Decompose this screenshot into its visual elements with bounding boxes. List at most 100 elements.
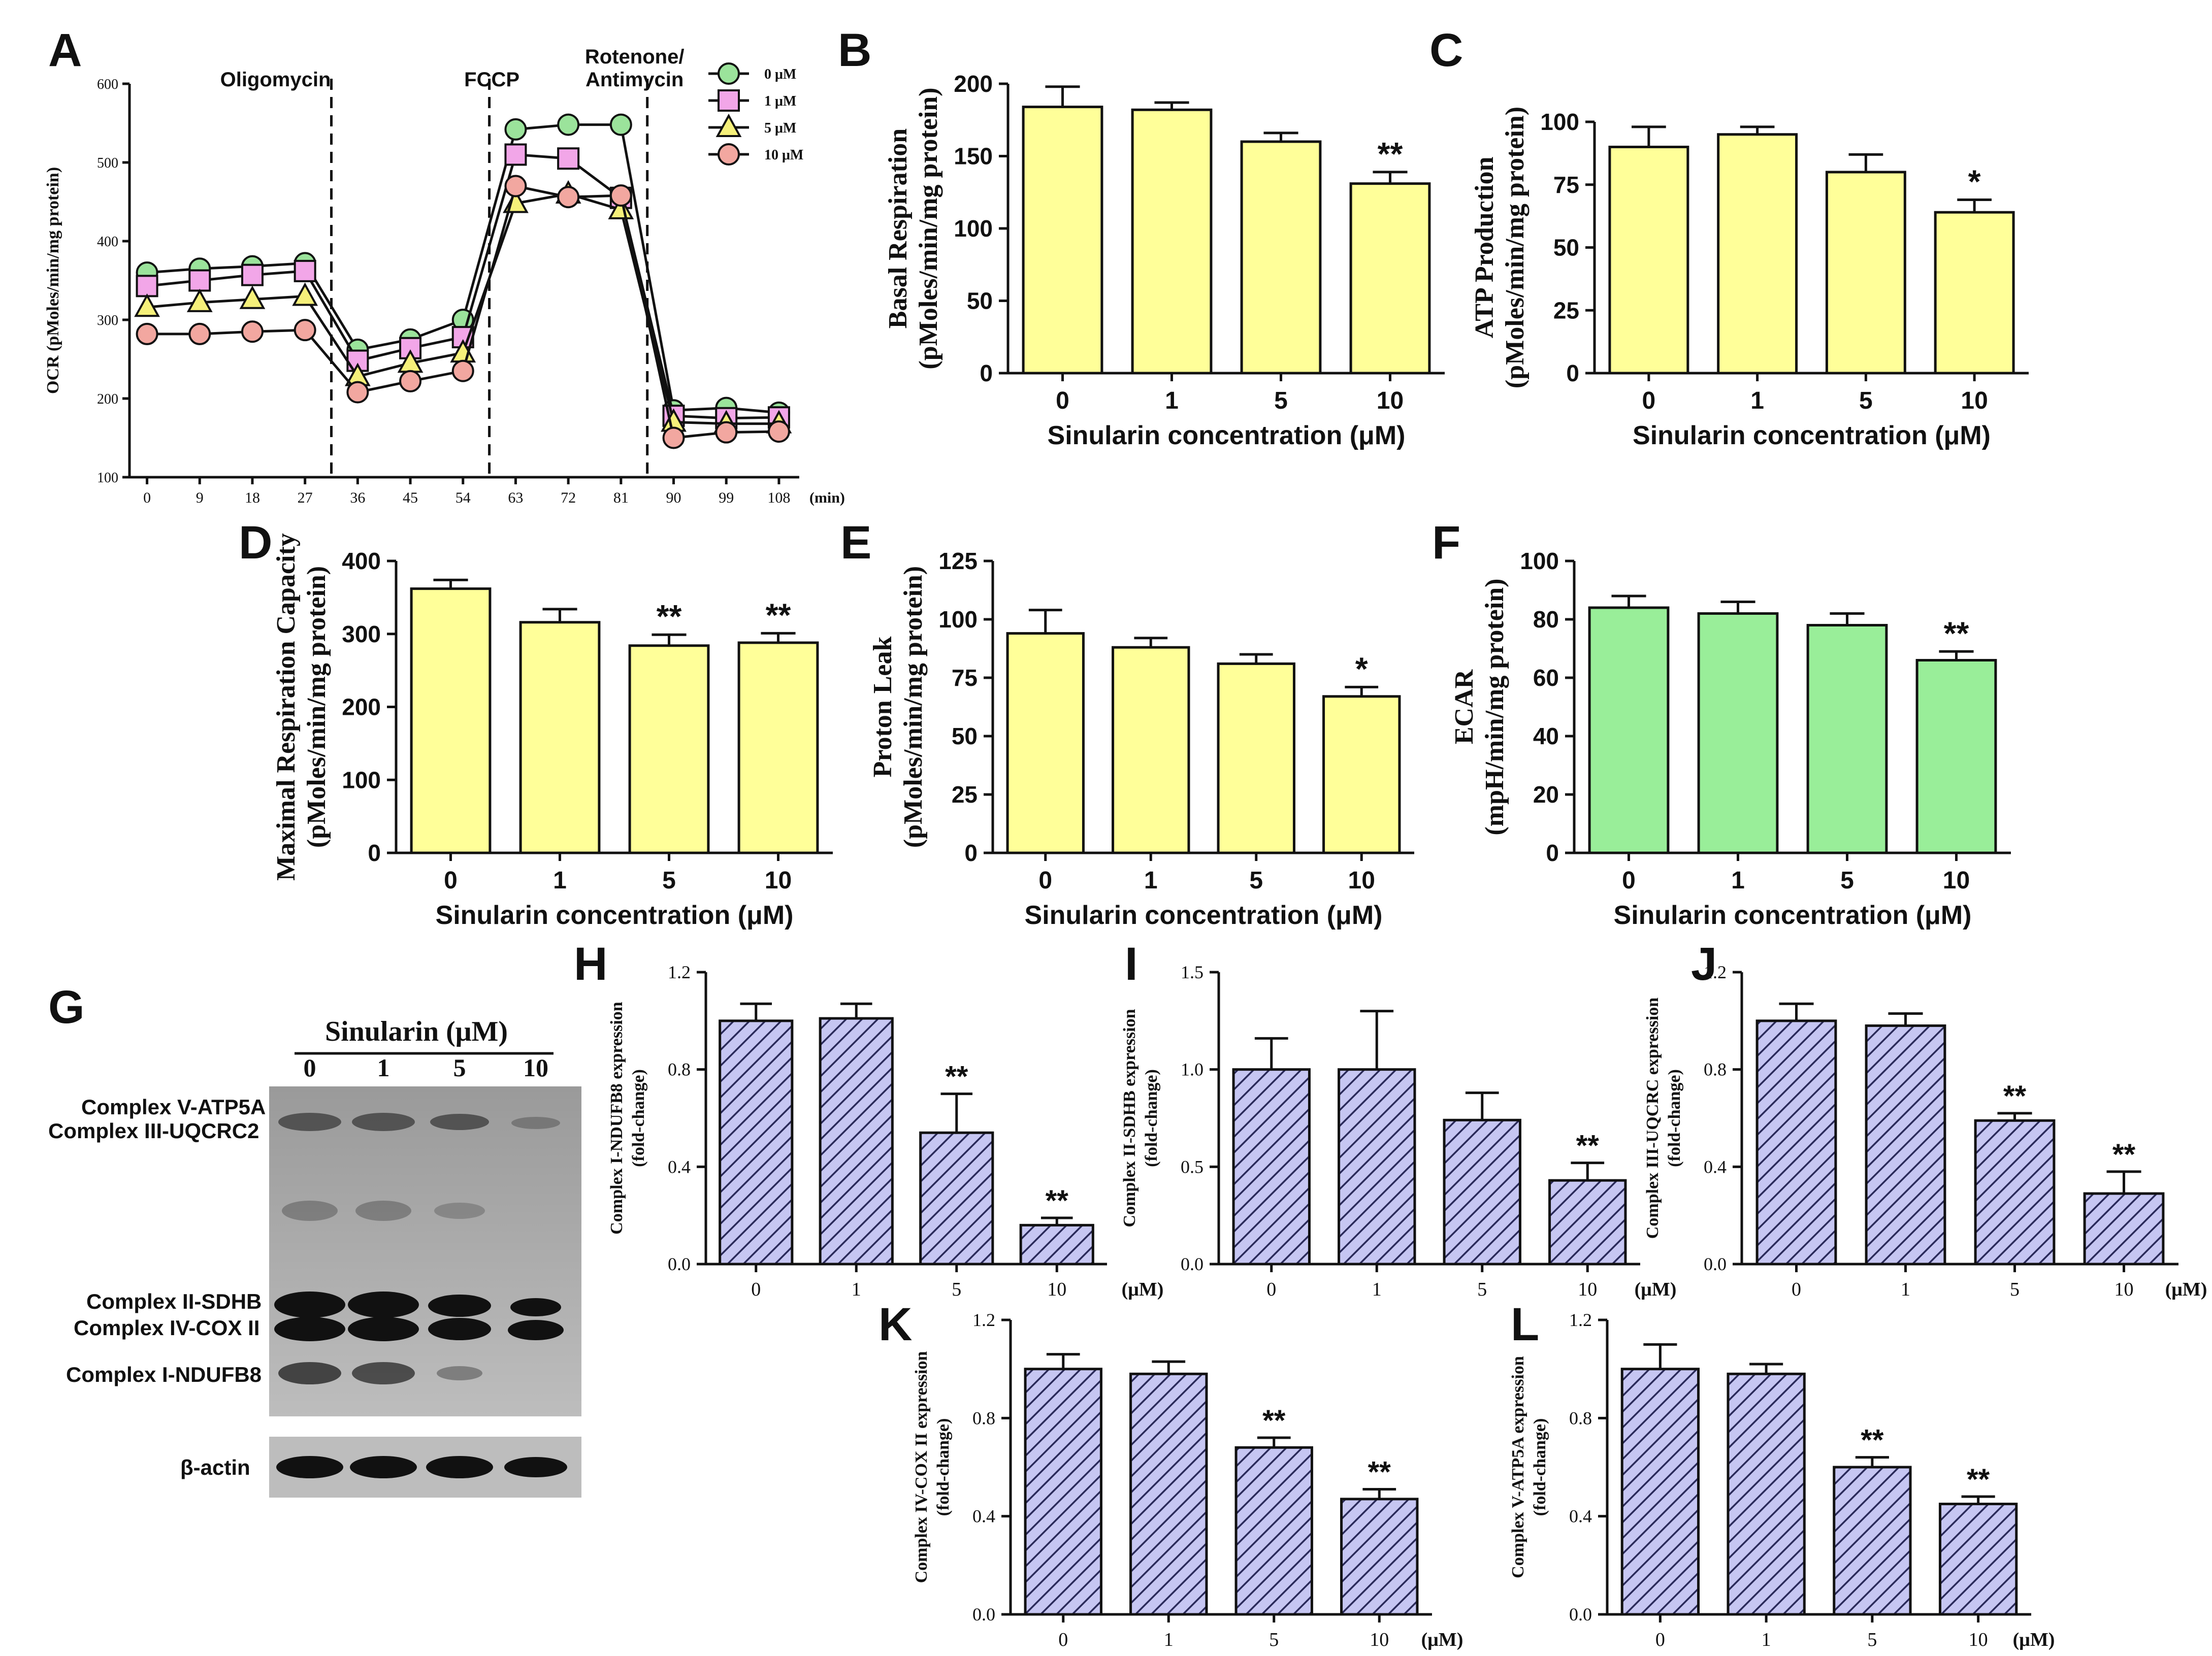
significance-marker: ** [1262,1404,1286,1437]
bar-5 [1974,1119,2056,1266]
bar-5 [1806,624,1888,854]
legend-label: 10 μM [764,147,803,163]
x-tick-label: 1 [1164,1629,1174,1650]
significance-marker: ** [1967,1463,1990,1496]
injection-label: Rotenone/ [585,46,685,68]
point-1-2 [241,263,264,286]
y-axis-label: Complex IV-COX II expression [912,1351,931,1583]
bar-1 [819,1017,894,1266]
chart-c: C 0 25 50 75 100 0 1 5 * 10 Sinularin concentration… [1429,24,2029,450]
y-tick-label: 0.8 [972,1408,995,1428]
panel-letter-i: I [1125,938,1138,990]
point-3-3 [294,319,316,342]
x-tick-label: 18 [245,489,260,506]
x-tick-label: 90 [666,489,681,506]
x-tick-label: 5 [1859,387,1873,414]
western-blot-panel: G Sinularin (μM) 0 1 5 10 Complex V-ATP5… [48,981,581,1498]
bar-1 [519,621,601,854]
blot-label-sdhb: Complex II-SDHB [86,1289,262,1313]
x-tick-label: 1 [1762,1629,1771,1650]
bar-1 [1129,1372,1208,1616]
bar-5 [1240,140,1322,375]
chart-i: I 0.0 0.5 1.0 1.5 0 1 5 ** 10 (μM) Complex II-SDHB … [1120,938,1676,1300]
y-tick-label: 400 [97,234,118,250]
y-axis-label: OCR (pMoles/min/mg protein) [44,167,62,394]
significance-marker: ** [2003,1080,2027,1113]
y-tick-label: 125 [938,548,978,574]
bar-10 [1548,1179,1627,1266]
y-tick-label: 0.4 [972,1506,995,1527]
y-tick-label: 500 [97,155,118,171]
x-tick-label: 108 [767,489,790,506]
y-tick-label: 0 [980,360,993,386]
panel-letter-d: D [239,517,272,569]
x-tick-label: 5 [1840,867,1854,894]
blot-label-cox2: Complex IV-COX II [74,1316,259,1340]
bar-0 [1006,632,1085,854]
x-axis-label: Sinularin concentration (μM) [436,901,794,930]
x-tick-label: 63 [508,489,523,506]
y-axis-label: Complex V-ATP5A expression [1509,1356,1527,1578]
y-tick-label: 80 [1533,606,1559,633]
x-tick-label: 54 [456,489,471,506]
panel-letter-a: A [48,24,82,76]
x-tick-label: 1 [1750,387,1764,414]
y-tick-label: 150 [954,143,993,170]
point-1-8 [557,147,580,170]
y-axis-label: Complex III-UQCRC expression [1643,998,1662,1239]
chart-j: J 0.0 0.4 0.8 1.2 0 1 ** 5 ** 10 (μM) Complex III-UQ… [1643,938,2207,1300]
y-tick-label: 1.2 [1704,962,1727,982]
x-tick-label: 1 [1372,1279,1382,1300]
y-axis-label-unit: (fold-change) [629,1069,648,1167]
point-1-0 [136,275,158,297]
y-tick-label: 100 [938,606,978,633]
x-tick-label: 0 [444,867,458,894]
y-tick-label: 0.0 [1704,1254,1727,1274]
bar-5 [628,644,710,854]
y-axis-label-unit: (pMoles/min/mg protein) [899,566,928,848]
y-tick-label: 0.5 [1181,1156,1203,1177]
y-tick-label: 0.0 [1181,1254,1203,1274]
x-tick-label: 10 [1969,1629,1988,1650]
bar-10 [1340,1498,1419,1616]
significance-marker: ** [1944,615,1969,651]
significance-marker: ** [945,1061,968,1094]
chart-l: L 0.0 0.4 0.8 1.2 0 1 ** 5 ** 10 (μM) Complex V-ATP5… [1509,1299,2055,1650]
y-tick-label: 50 [952,723,978,749]
panel-letter-j: J [1691,938,1717,990]
y-axis-label-unit: (pMoles/min/mg protein) [914,87,943,369]
y-axis-label: Maximal Respiration Capacity [272,533,301,881]
y-tick-label: 0.0 [668,1254,691,1274]
bar-1 [1338,1068,1416,1266]
point-3-11 [715,421,738,444]
y-axis-label: Complex I-NDUFB8 expression [607,1002,626,1234]
panel-letter-k: K [879,1299,912,1350]
y-axis-label-unit: (fold-change) [1665,1069,1684,1167]
bar-10 [1019,1223,1094,1266]
blot-lane-label-1: 1 [377,1053,390,1082]
blot-bands [278,1113,560,1221]
bar-10 [1322,695,1401,854]
bar-1 [1865,1024,1946,1266]
bar-5 [1825,171,1906,375]
x-tick-label: 10 [1377,387,1404,414]
significance-marker: ** [1368,1456,1391,1489]
point-3-6 [451,359,474,382]
panel-letter-e: E [840,517,871,569]
injection-label: FCCP [464,69,519,91]
x-unit-label: (μM) [1635,1279,1677,1300]
point-1-1 [188,269,211,292]
y-axis-label-unit: (fold-change) [1531,1418,1549,1516]
x-tick-label: 72 [561,489,576,506]
bar-10 [1915,659,1997,854]
panel-letter-b: B [838,24,871,76]
x-tick-label: 27 [298,489,313,506]
blot-lane-label-2: 5 [453,1053,466,1082]
x-tick-label: 10 [765,867,792,894]
y-tick-label: 200 [97,391,118,407]
y-tick-label: 1.0 [1181,1059,1203,1080]
chart-h: H 0.0 0.4 0.8 1.2 0 1 ** 5 ** 10 (μM) Complex I-NDUF… [574,938,1163,1300]
point-3-10 [662,426,685,449]
significance-marker: ** [766,597,791,633]
chart-k: K 0.0 0.4 0.8 1.2 0 1 ** 5 ** 10 (μM) Complex IV-COX… [879,1299,1463,1650]
